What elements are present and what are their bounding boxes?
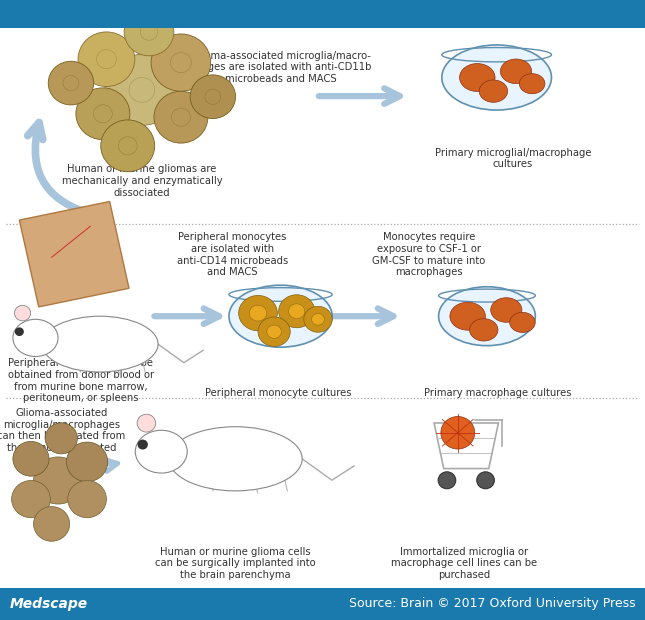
Ellipse shape (249, 305, 267, 321)
Ellipse shape (13, 441, 49, 476)
Ellipse shape (470, 319, 498, 341)
Text: Human or murine gliomas are
mechanically and enzymatically
dissociated: Human or murine gliomas are mechanically… (61, 164, 223, 198)
Ellipse shape (34, 457, 83, 504)
Ellipse shape (450, 303, 486, 330)
Ellipse shape (267, 325, 281, 339)
Ellipse shape (258, 317, 290, 347)
Text: Peripheral monocytes can be
obtained from donor blood or
from murine bone marrow: Peripheral monocytes can be obtained fro… (8, 358, 154, 403)
Bar (0, 0, 645, 28)
Text: Immortalized microglia or
macrophage cell lines can be
purchased: Immortalized microglia or macrophage cel… (392, 547, 537, 580)
Ellipse shape (154, 91, 208, 143)
Circle shape (137, 440, 148, 450)
Ellipse shape (439, 286, 535, 345)
Ellipse shape (66, 442, 108, 482)
Ellipse shape (168, 427, 302, 491)
Circle shape (438, 472, 456, 489)
Text: Medscape: Medscape (10, 597, 88, 611)
Ellipse shape (42, 316, 158, 372)
Text: Monocytes require
exposure to CSF-1 or
GM-CSF to mature into
macrophages: Monocytes require exposure to CSF-1 or G… (372, 232, 486, 277)
Ellipse shape (15, 306, 31, 321)
Ellipse shape (190, 75, 235, 118)
Ellipse shape (151, 34, 211, 91)
Ellipse shape (78, 32, 135, 87)
Ellipse shape (76, 88, 130, 140)
Ellipse shape (459, 63, 495, 92)
Ellipse shape (519, 74, 545, 94)
Ellipse shape (13, 319, 58, 356)
Ellipse shape (124, 8, 174, 56)
Text: Glioma-associated
microglia/macrophages
can then be isolated from
the tumors gen: Glioma-associated microglia/macrophages … (0, 408, 125, 453)
Text: Peripheral monocyte cultures: Peripheral monocyte cultures (205, 388, 352, 397)
Ellipse shape (34, 507, 70, 541)
Ellipse shape (105, 55, 179, 125)
Ellipse shape (441, 417, 475, 449)
Ellipse shape (239, 296, 277, 331)
Ellipse shape (12, 480, 50, 518)
Ellipse shape (135, 430, 187, 473)
Ellipse shape (229, 285, 332, 347)
Ellipse shape (510, 312, 535, 332)
Ellipse shape (442, 45, 551, 110)
Circle shape (477, 472, 494, 489)
Ellipse shape (288, 304, 305, 319)
Bar (0, 588, 645, 620)
Text: Primary macrophage cultures: Primary macrophage cultures (424, 388, 571, 397)
Text: Primary microglial/macrophage
cultures: Primary microglial/macrophage cultures (435, 148, 591, 169)
Ellipse shape (501, 59, 531, 84)
Ellipse shape (304, 306, 332, 332)
Text: Peripheral monocytes
are isolated with
anti-CD14 microbeads
and MACS: Peripheral monocytes are isolated with a… (177, 232, 288, 277)
Text: Glioma-associated microglia/macro-
phages are isolated with anti-CD11b
microbead: Glioma-associated microglia/macro- phage… (190, 51, 372, 84)
Text: Source: Brain © 2017 Oxford University Press: Source: Brain © 2017 Oxford University P… (349, 598, 635, 610)
Ellipse shape (48, 61, 94, 105)
Ellipse shape (137, 414, 155, 432)
Ellipse shape (491, 298, 522, 322)
Ellipse shape (101, 120, 155, 172)
Text: Human or murine glioma cells
can be surgically implanted into
the brain parenchy: Human or murine glioma cells can be surg… (155, 547, 316, 580)
Polygon shape (19, 202, 129, 307)
Circle shape (15, 327, 24, 336)
Ellipse shape (312, 314, 324, 325)
Ellipse shape (479, 80, 508, 102)
Ellipse shape (68, 480, 106, 518)
Ellipse shape (279, 294, 315, 328)
Ellipse shape (45, 423, 77, 454)
